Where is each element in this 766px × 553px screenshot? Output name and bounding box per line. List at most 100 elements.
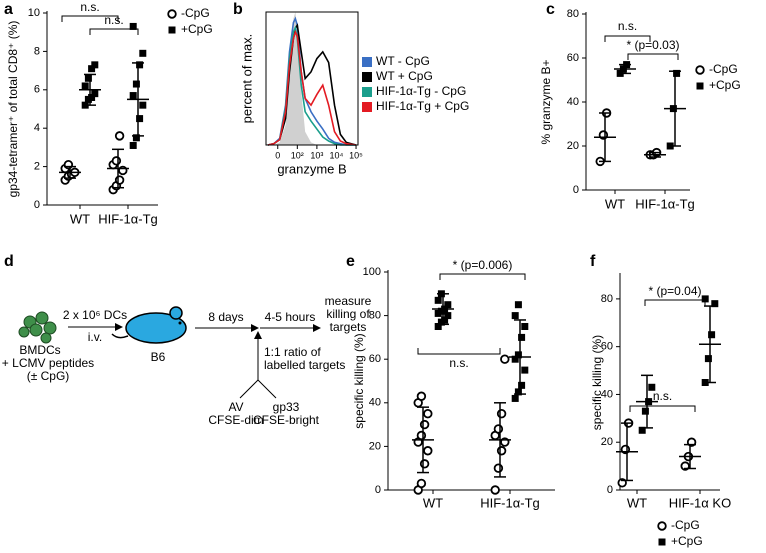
y-tick-label: 4 [34, 122, 40, 134]
label: AV [228, 400, 243, 414]
line [267, 23, 357, 146]
y-tick-label: 40 [369, 397, 381, 409]
annotation: n.s. [80, 0, 99, 14]
legend-swatch [362, 72, 372, 82]
point [521, 323, 529, 330]
y-tick-label: 20 [601, 436, 613, 448]
point [423, 446, 433, 456]
y-tick-label: 0 [34, 199, 40, 211]
x-tick-label: HIF-1α-Tg [480, 495, 540, 510]
point [132, 80, 140, 88]
panel-letter: b [233, 1, 243, 18]
y-tick-label: 80 [369, 310, 381, 322]
annotation: * (p=0.04) [648, 284, 701, 298]
label: gp33 [273, 400, 300, 414]
panel-letter: f [590, 253, 596, 270]
label: 8 days [208, 310, 243, 324]
point [638, 426, 646, 434]
annotation: * (p=0.006) [453, 258, 513, 272]
bracket [627, 53, 679, 60]
label: targets [330, 320, 367, 334]
legend-label: +CpG [709, 78, 741, 92]
point [434, 323, 442, 330]
x-tick-label: WT [423, 495, 443, 510]
line [267, 29, 357, 146]
frame [265, 11, 359, 146]
label: i.v. [88, 330, 102, 344]
point [695, 65, 705, 75]
line [267, 16, 357, 146]
label: BMDCs [19, 343, 60, 357]
area [267, 12, 357, 145]
point [139, 101, 147, 109]
label: 2 x 10⁶ DCs [63, 308, 127, 322]
annotation: n.s. [449, 356, 468, 370]
point [114, 175, 125, 185]
point [114, 131, 125, 141]
point [511, 394, 519, 402]
point [641, 407, 649, 415]
point [704, 355, 712, 363]
x-tick-label: WT [627, 495, 647, 510]
dc-icon [18, 311, 57, 344]
label: B6 [151, 350, 166, 364]
point [423, 409, 433, 419]
point [444, 312, 452, 320]
point [708, 331, 716, 339]
y-tick-label: 40 [601, 388, 613, 400]
y-axis-label: % granzyme B+ [539, 59, 553, 144]
y-tick-label: 0 [607, 484, 613, 496]
point [500, 354, 510, 364]
y-tick-label: 60 [567, 52, 579, 64]
label: (± CpG) [27, 369, 70, 383]
y-tick-label: 6 [34, 84, 40, 96]
y-tick-label: 10 [28, 7, 40, 19]
point [657, 521, 667, 531]
x-tick-label: 10⁵ [349, 150, 363, 160]
legend-label: -CpG [709, 62, 738, 76]
point [711, 300, 719, 308]
x-tick-label: WT [605, 196, 625, 211]
point [136, 61, 144, 69]
bracket [629, 405, 696, 412]
point [139, 49, 147, 57]
y-axis-label: percent of max. [239, 34, 254, 124]
point [514, 388, 522, 396]
bracket [89, 28, 139, 35]
fork [239, 379, 277, 399]
diagram: d 2 x 10⁶ DCs i.v. BMDCs + LCMV peptides… [2, 253, 372, 427]
point [129, 141, 137, 149]
point [490, 485, 500, 495]
label: CFSE-bright [253, 413, 320, 427]
label: killing of [326, 307, 370, 321]
point [434, 296, 442, 304]
y-tick-label: 60 [369, 353, 381, 365]
legend-label: +CpG [671, 534, 703, 548]
panel-letter: e [346, 253, 355, 270]
legend-swatch [362, 102, 372, 112]
legend-swatch [362, 87, 372, 97]
point [88, 93, 96, 101]
point [167, 9, 177, 19]
point [416, 391, 427, 401]
point [132, 134, 140, 142]
y-axis-label: specific killing (%) [352, 333, 366, 428]
panel-letter: a [4, 1, 13, 18]
x-axis-label: granzyme B [277, 161, 346, 176]
x-tick-label: 10⁴ [330, 150, 344, 160]
point [518, 333, 526, 341]
y-tick-label: 2 [34, 161, 40, 173]
x-tick-label: 10² [291, 150, 304, 160]
x-tick-label: HIF-1α-Tg [98, 211, 158, 226]
y-axis-label: specific killing (%) [590, 335, 604, 430]
legend-label: -CpG [671, 518, 700, 532]
annotation: n.s. [104, 13, 123, 27]
label: 1:1 ratio of [264, 345, 321, 359]
point [136, 115, 144, 123]
y-tick-label: 20 [369, 440, 381, 452]
point [696, 82, 704, 90]
x-tick-label: 10³ [310, 150, 323, 160]
point [419, 459, 430, 469]
legend-swatch [362, 57, 372, 67]
